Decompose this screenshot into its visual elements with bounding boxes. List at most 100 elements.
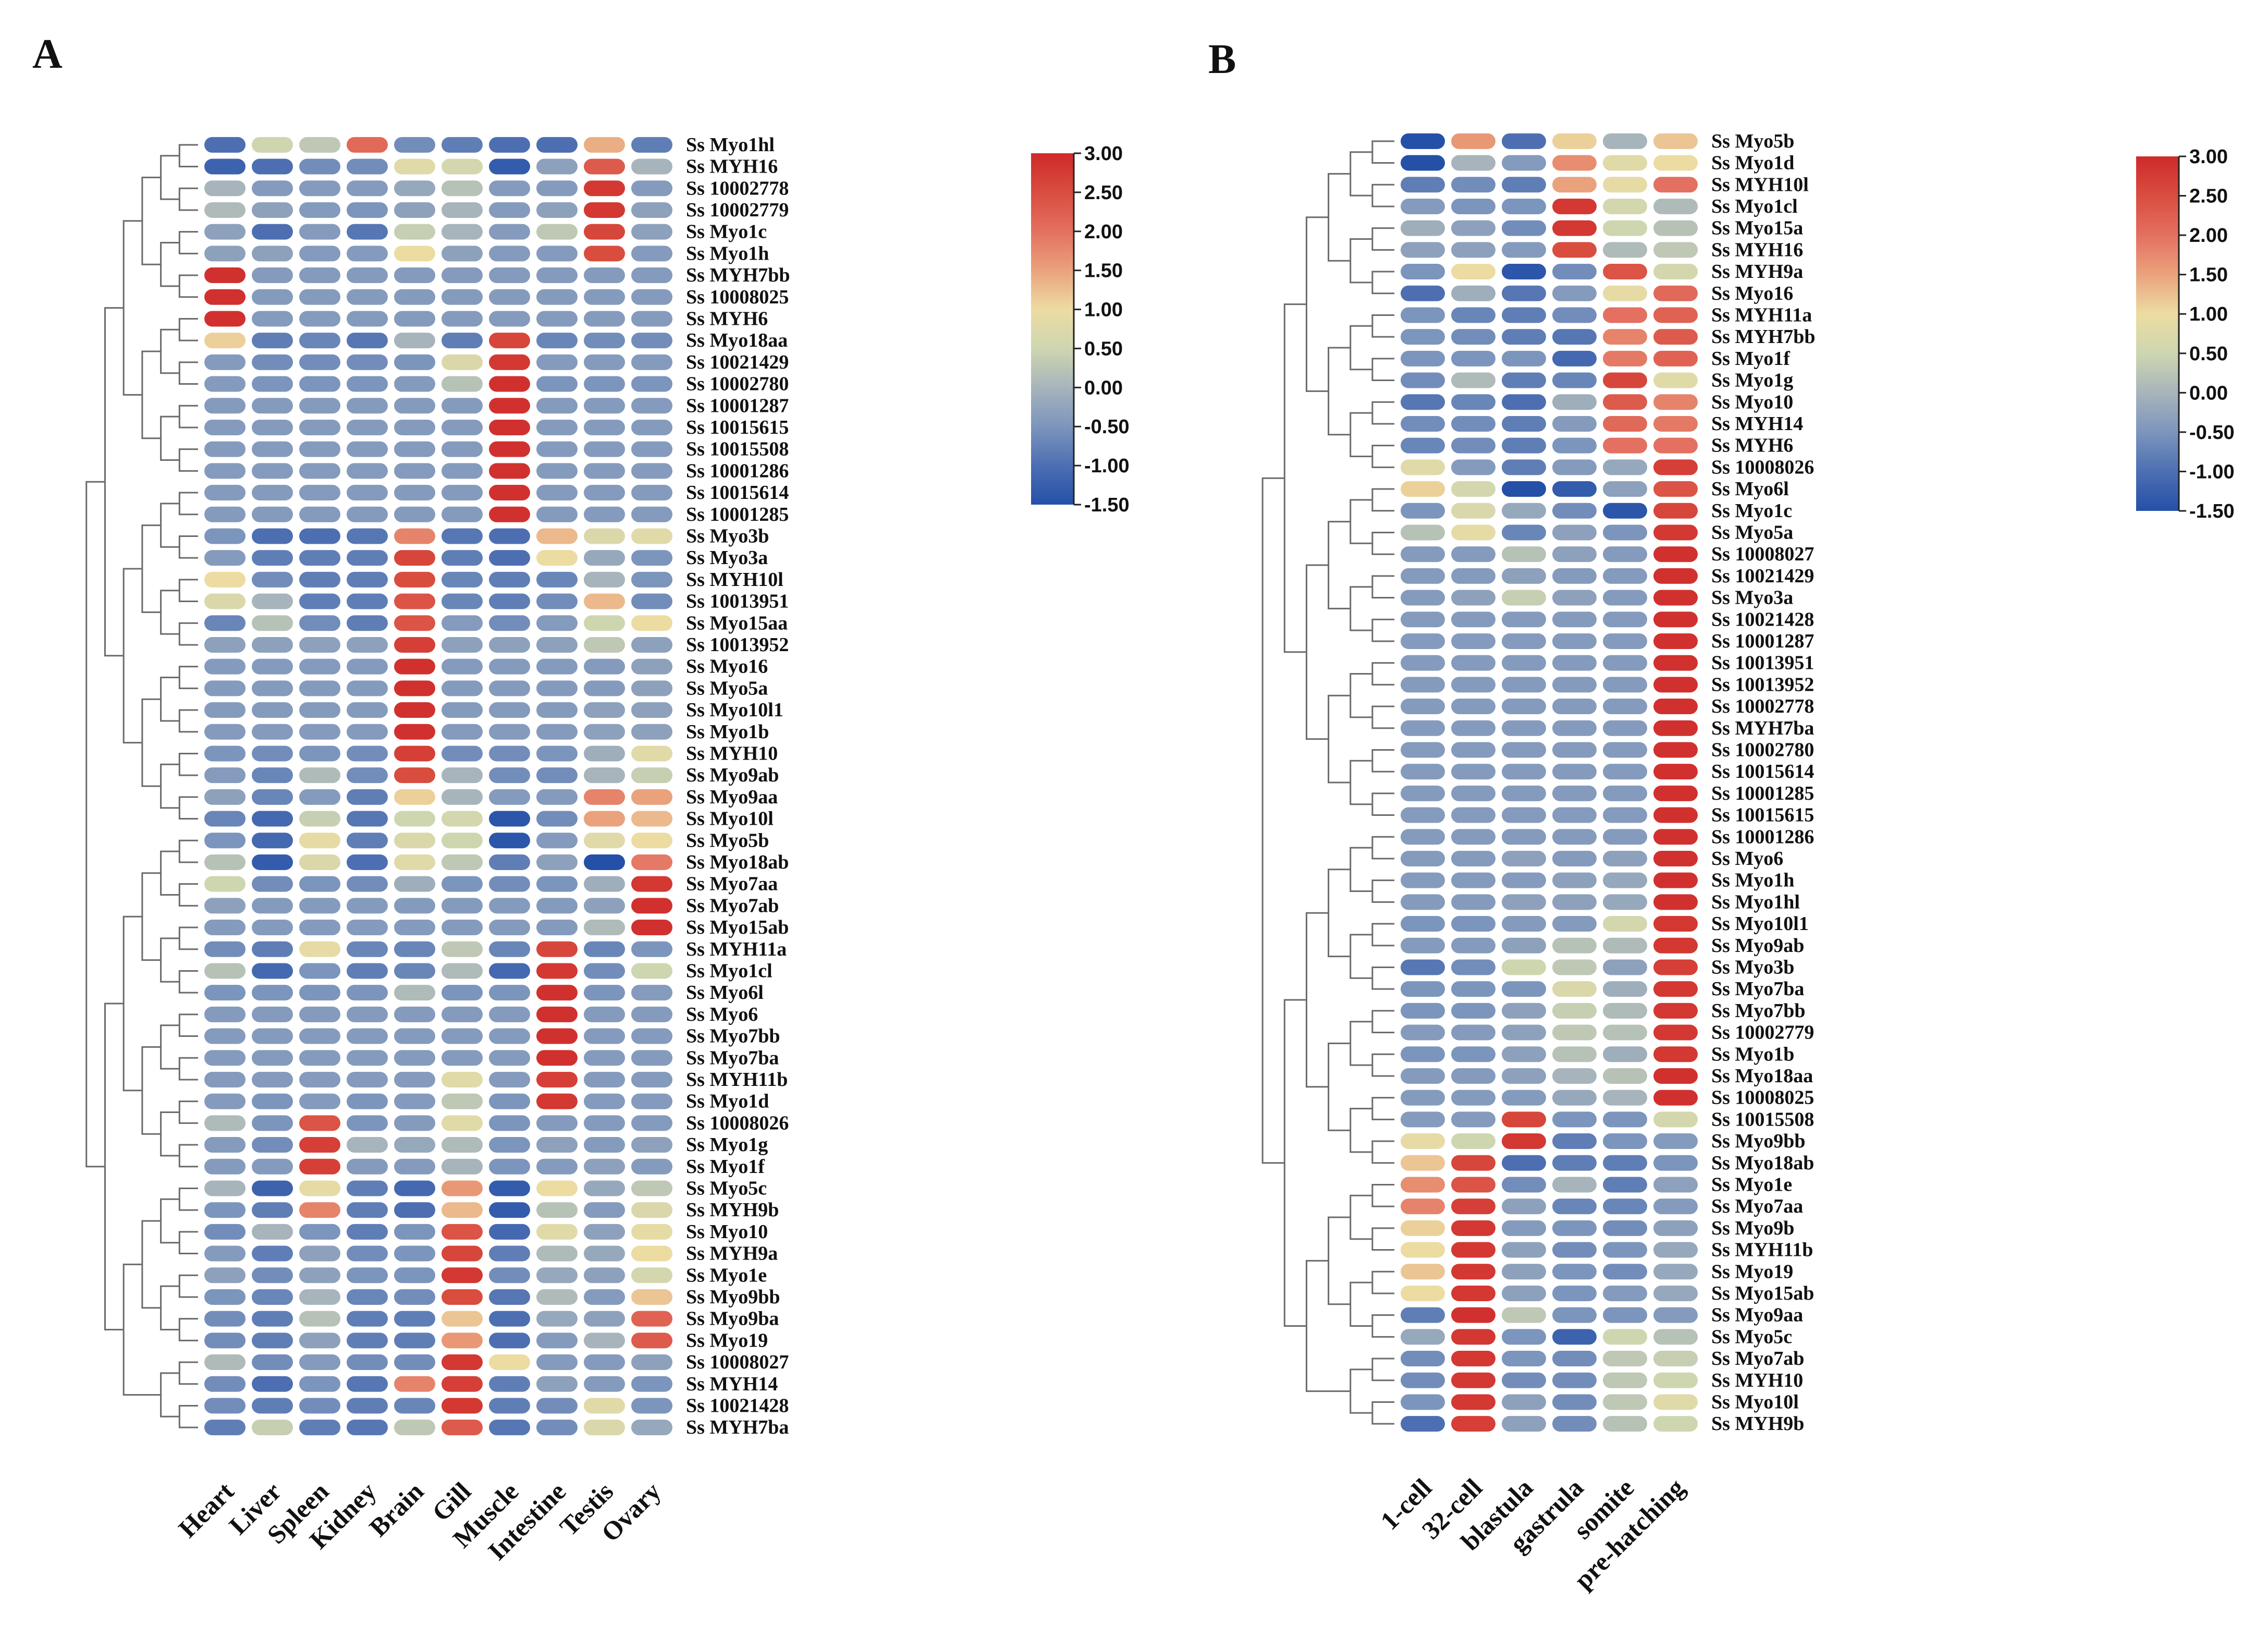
heatmap-cell-ss-myo7ba-pre-hatching — [1653, 981, 1698, 997]
heatmap-cell-ss-10013951-kidney — [347, 593, 388, 609]
heatmap-cell-ss-myo1b-32-cell — [1451, 1046, 1495, 1062]
row-label: Ss Myo9b — [1711, 1217, 1794, 1239]
heatmap-cell-ss-myo16-brain — [394, 658, 435, 675]
heatmap-cell-ss-myh10-32-cell — [1451, 1372, 1495, 1388]
dendrogram-branch — [141, 176, 161, 265]
heatmap-cell-ss-myo9aa-somite — [1603, 1307, 1647, 1323]
heatmap-cell-ss-myo6l-ovary — [631, 985, 672, 1001]
row-label: Ss Myo1h — [1711, 870, 1794, 891]
heatmap-cell-ss-10013951-spleen — [299, 593, 340, 609]
colorbar: 3.00 2.50 2.00 1.50 1.00 0.50 0.00 -0.50 -1.00 -1… — [1031, 143, 1130, 516]
dendrogram-branch — [141, 698, 161, 787]
heatmap-cell-ss-myh14-pre-hatching — [1653, 415, 1698, 432]
row-label: Ss Myo18aa — [686, 329, 788, 351]
row-label: Ss MYH14 — [1711, 413, 1803, 435]
heatmap-cell-ss-myo16-kidney — [347, 658, 388, 675]
heatmap-cell-ss-myo1h-brain — [394, 246, 435, 262]
heatmap-cell-ss-10001285-spleen — [299, 506, 340, 522]
heatmap-cell-ss-10013951-intestine — [536, 593, 578, 609]
heatmap-cell-ss-10001286-brain — [394, 463, 435, 479]
heatmap-cell-ss-myo1g-spleen — [299, 1137, 340, 1153]
heatmap-cell-ss-myo1g-somite — [1603, 372, 1647, 388]
heatmap-cell-ss-myh9b-ovary — [631, 1202, 672, 1218]
heatmap-cell-ss-myo9ab-32-cell — [1451, 937, 1495, 953]
dendrogram-branch — [178, 317, 198, 341]
heatmap-cell-ss-10008027-testis — [584, 1354, 625, 1371]
heatmap-cell-ss-myo3b-ovary — [631, 528, 672, 544]
heatmap-cell-ss-myh7ba-blastula — [1502, 720, 1546, 736]
column-labels: HeartLiverSpleenKidneyBrainGillMuscleInt… — [173, 1476, 666, 1566]
row-label: Ss MYH6 — [686, 308, 768, 329]
heatmap-cell-ss-myo18aa-heart — [204, 333, 246, 349]
dendrogram-branch — [160, 677, 180, 722]
heatmap-cell-ss-myo1d-32-cell — [1451, 155, 1495, 171]
heatmap-cell-ss-10001287-liver — [252, 398, 293, 414]
dendrogram-branch — [1371, 531, 1394, 555]
heatmap-cell-ss-myo9b-gastrula — [1552, 1220, 1597, 1236]
heatmap-cell-ss-10002779-intestine — [536, 202, 578, 218]
heatmap-cell-ss-myo7ab-ovary — [631, 898, 672, 914]
heatmap-cell-ss-10008025-heart — [204, 289, 246, 305]
heatmap-cell-ss-myo9bb-testis — [584, 1289, 625, 1305]
heatmap-cell-ss-myh6-32-cell — [1451, 437, 1495, 454]
heatmap-cell-ss-myo1hl-gastrula — [1552, 894, 1597, 910]
heatmap-cell-ss-myh14-32-cell — [1451, 415, 1495, 432]
row-label: Ss 10015614 — [686, 482, 789, 504]
heatmap-cell-ss-myo6l-gastrula — [1552, 481, 1597, 497]
heatmap-cell-ss-myh9b-intestine — [536, 1202, 578, 1218]
heatmap-cell-ss-10008025-somite — [1603, 1090, 1647, 1106]
colorbar-tick-label: -1.00 — [1084, 455, 1130, 477]
heatmap-cell-ss-myh16-heart — [204, 158, 246, 175]
heatmap-cell-ss-myo1b-kidney — [347, 724, 388, 740]
heatmap-cell-ss-myo7ba-kidney — [347, 1050, 388, 1066]
heatmap-cell-ss-10015614-intestine — [536, 485, 578, 501]
heatmap-cell-ss-myh11b-gastrula — [1552, 1242, 1597, 1258]
heatmap-cell-ss-myo9b-pre-hatching — [1653, 1220, 1698, 1236]
heatmap-cell-ss-myo10l-32-cell — [1451, 1394, 1495, 1410]
heatmap-cell-ss-10015614-1-cell — [1401, 764, 1445, 780]
heatmap-cell-ss-myo7ab-gill — [442, 898, 483, 914]
heatmap-cell-ss-10008025-kidney — [347, 289, 388, 305]
heatmap-cell-ss-myo15ab-heart — [204, 920, 246, 936]
heatmap-cell-ss-myo1hl-muscle — [489, 137, 530, 153]
heatmap-cell-ss-myo1e-somite — [1603, 1177, 1647, 1193]
heatmap-cell-ss-myh14-kidney — [347, 1376, 388, 1392]
heatmap-cell-ss-myh9b-somite — [1603, 1416, 1647, 1432]
heatmap-cell-ss-myo7ba-somite — [1603, 981, 1647, 997]
heatmap-cell-ss-myo10-pre-hatching — [1653, 394, 1698, 410]
heatmap-cell-ss-myo6-kidney — [347, 1006, 388, 1022]
heatmap-cell-ss-myo3a-brain — [394, 550, 435, 566]
heatmap-cell-ss-myo15a-pre-hatching — [1653, 220, 1698, 236]
heatmap-cell-ss-10002779-gastrula — [1552, 1024, 1597, 1041]
heatmap-cell-ss-10001287-32-cell — [1451, 633, 1495, 649]
heatmap-cell-ss-myh7bb-ovary — [631, 267, 672, 284]
heatmap-cell-ss-10008027-kidney — [347, 1354, 388, 1371]
heatmap-cell-ss-10008027-blastula — [1502, 546, 1546, 563]
heatmap-cell-ss-myo15aa-gill — [442, 615, 483, 631]
heatmap-cell-ss-10015508-pre-hatching — [1653, 1111, 1698, 1128]
heatmap-cell-ss-10015615-muscle — [489, 419, 530, 435]
heatmap-cell-ss-10021429-32-cell — [1451, 568, 1495, 584]
heatmap-cell-ss-10021428-1-cell — [1401, 612, 1445, 628]
heatmap-cell-ss-myo1g-ovary — [631, 1137, 672, 1153]
dendrogram-branch — [141, 872, 161, 961]
heatmap-cell-ss-myo5c-32-cell — [1451, 1329, 1495, 1345]
heatmap-cell-ss-myo1d-spleen — [299, 1093, 340, 1109]
heatmap-cell-ss-10008026-32-cell — [1451, 459, 1495, 475]
heatmap-cell-ss-myo3a-kidney — [347, 550, 388, 566]
heatmap-cell-ss-myh9b-spleen — [299, 1202, 340, 1218]
heatmap-cell-ss-myo18aa-intestine — [536, 333, 578, 349]
dendrogram-branch — [1371, 184, 1394, 207]
heatmap-cell-ss-myh9b-heart — [204, 1202, 246, 1218]
heatmap-cell-ss-10001286-liver — [252, 463, 293, 479]
heatmap-cell-ss-10015615-spleen — [299, 419, 340, 435]
heatmap-cell-ss-myo10l-brain — [394, 811, 435, 827]
heatmap-cell-ss-myo9aa-blastula — [1502, 1307, 1546, 1323]
row-label: Ss Myo6 — [686, 1004, 758, 1025]
heatmap-cell-ss-myh11b-brain — [394, 1071, 435, 1087]
dendrogram-branch — [1371, 966, 1394, 990]
dendrogram-branch — [141, 1046, 161, 1135]
heatmap-cell-ss-10013952-heart — [204, 637, 246, 653]
heatmap-cell-ss-myo19-spleen — [299, 1332, 340, 1349]
heatmap-cell-ss-myo10-heart — [204, 1224, 246, 1240]
